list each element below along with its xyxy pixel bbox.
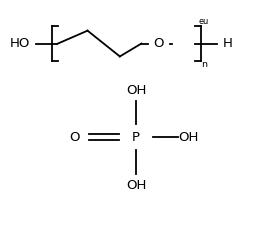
Text: eu: eu — [199, 18, 209, 27]
Text: H: H — [222, 37, 233, 50]
Text: OH: OH — [178, 131, 199, 144]
Text: OH: OH — [126, 179, 146, 192]
Text: P: P — [132, 131, 140, 144]
Text: O: O — [154, 37, 164, 50]
Text: OH: OH — [126, 84, 146, 97]
Text: n: n — [201, 60, 207, 69]
Text: HO: HO — [10, 37, 30, 50]
Text: O: O — [69, 131, 79, 144]
